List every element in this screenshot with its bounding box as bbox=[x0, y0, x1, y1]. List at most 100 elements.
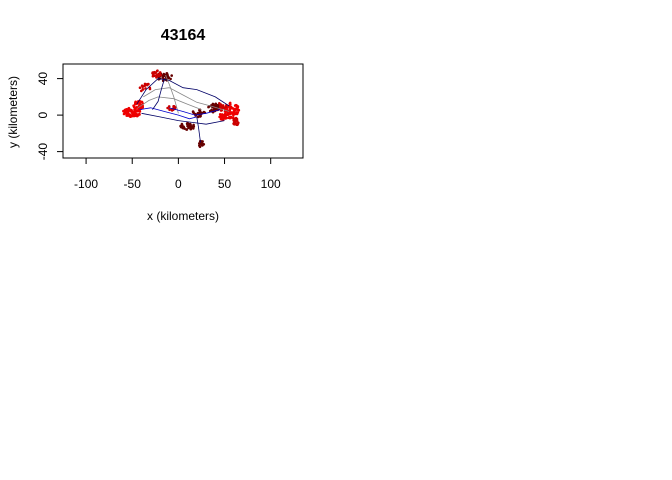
data-point bbox=[228, 101, 232, 105]
track-line bbox=[136, 78, 230, 107]
data-point bbox=[219, 117, 223, 121]
data-point bbox=[190, 125, 194, 128]
data-point bbox=[234, 122, 238, 125]
data-point bbox=[141, 85, 144, 88]
data-point bbox=[134, 113, 137, 117]
data-point bbox=[198, 142, 201, 145]
data-point bbox=[218, 115, 221, 119]
data-point bbox=[233, 104, 237, 107]
data-point bbox=[131, 114, 134, 117]
data-point bbox=[156, 73, 159, 76]
data-point bbox=[191, 110, 195, 113]
x-axis: -100 -50 0 50 100 bbox=[74, 157, 281, 191]
x-tick-label: -50 bbox=[124, 177, 142, 191]
data-point bbox=[125, 108, 128, 112]
track-line bbox=[141, 112, 225, 125]
data-point bbox=[200, 141, 203, 145]
track-line bbox=[169, 107, 221, 116]
y-axis-label: y (kilometers) bbox=[6, 76, 20, 148]
data-point bbox=[167, 105, 171, 108]
data-point bbox=[200, 143, 204, 147]
chart-title: 43164 bbox=[161, 27, 206, 44]
data-point bbox=[158, 71, 162, 74]
data-point bbox=[198, 145, 202, 149]
plot-frame bbox=[62, 63, 304, 159]
data-point bbox=[179, 124, 182, 128]
track-line bbox=[143, 87, 230, 112]
data-point bbox=[219, 109, 223, 112]
y-tick-label: -40 bbox=[36, 143, 50, 161]
x-tick-label: 100 bbox=[261, 177, 281, 191]
data-point bbox=[167, 75, 170, 79]
x-tick-label: 0 bbox=[175, 177, 182, 191]
data-point bbox=[229, 106, 233, 110]
data-point bbox=[219, 103, 223, 106]
data-point bbox=[158, 73, 161, 76]
data-point bbox=[139, 100, 142, 103]
data-point bbox=[236, 111, 240, 114]
data-point bbox=[236, 106, 240, 109]
data-point bbox=[237, 121, 240, 125]
data-point bbox=[210, 108, 213, 112]
data-point bbox=[229, 115, 233, 119]
data-point bbox=[127, 106, 131, 110]
data-point bbox=[173, 105, 176, 109]
x-axis-label: x (kilometers) bbox=[147, 209, 219, 223]
track-line bbox=[137, 96, 202, 110]
data-point bbox=[236, 108, 240, 112]
data-point bbox=[153, 71, 157, 75]
data-point bbox=[185, 128, 188, 131]
x-tick-label: -100 bbox=[74, 177, 98, 191]
data-point bbox=[186, 123, 190, 126]
data-point bbox=[189, 123, 192, 127]
data-point bbox=[126, 111, 130, 114]
data-point bbox=[221, 104, 225, 107]
data-point bbox=[207, 105, 210, 109]
data-point bbox=[153, 74, 156, 78]
track-line bbox=[165, 74, 179, 114]
data-point bbox=[140, 106, 143, 110]
y-tick-label: 0 bbox=[36, 111, 50, 118]
data-point bbox=[228, 108, 231, 112]
data-point bbox=[224, 110, 227, 114]
data-point bbox=[165, 72, 169, 75]
data-point bbox=[188, 125, 191, 129]
data-point bbox=[135, 106, 138, 109]
y-tick-label: 40 bbox=[36, 72, 50, 86]
data-point bbox=[161, 76, 165, 79]
data-point bbox=[216, 103, 219, 107]
data-point bbox=[233, 108, 236, 111]
data-point bbox=[168, 108, 171, 111]
data-point bbox=[220, 106, 224, 110]
data-point bbox=[143, 84, 146, 88]
data-point bbox=[145, 82, 149, 86]
data-point bbox=[182, 126, 185, 129]
x-tick-label: 50 bbox=[218, 177, 232, 191]
data-point bbox=[136, 114, 140, 117]
data-points bbox=[122, 69, 241, 149]
track-line bbox=[139, 107, 197, 120]
data-point bbox=[138, 86, 142, 89]
data-point bbox=[166, 106, 169, 110]
data-point bbox=[230, 112, 234, 115]
data-point bbox=[141, 88, 145, 91]
data-point bbox=[228, 112, 231, 116]
data-point bbox=[196, 115, 200, 119]
data-point bbox=[162, 72, 166, 76]
data-point bbox=[122, 112, 126, 116]
data-point bbox=[199, 110, 202, 114]
data-point bbox=[218, 113, 222, 116]
data-point bbox=[224, 116, 227, 119]
data-point bbox=[152, 71, 155, 75]
data-point bbox=[220, 115, 224, 119]
data-point bbox=[234, 117, 238, 120]
data-point bbox=[223, 113, 227, 116]
data-point bbox=[189, 127, 193, 131]
data-point bbox=[214, 102, 218, 106]
y-axis: -40 0 40 bbox=[36, 72, 64, 161]
data-point bbox=[129, 110, 133, 113]
track-lines bbox=[136, 74, 230, 143]
data-point bbox=[132, 104, 135, 107]
data-point bbox=[192, 123, 195, 127]
